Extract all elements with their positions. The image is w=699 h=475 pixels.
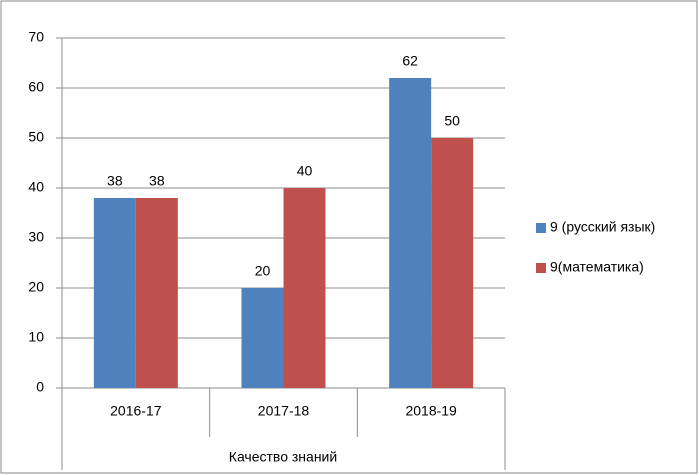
bar: [389, 78, 432, 388]
y-tick-label: 0: [36, 379, 44, 395]
value-label: 40: [297, 163, 313, 179]
y-tick-label: 30: [28, 229, 44, 245]
legend-label: 9(математика): [550, 259, 644, 275]
y-tick-label: 60: [28, 79, 44, 95]
value-label: 62: [402, 53, 418, 69]
x-tick-label: 2018-19: [405, 403, 457, 419]
bar: [135, 198, 178, 388]
legend-swatch: [536, 223, 546, 233]
bar: [431, 138, 474, 388]
y-tick-label: 10: [28, 329, 44, 345]
value-label: 38: [107, 173, 123, 189]
y-tick-label: 70: [28, 29, 44, 45]
bar: [93, 198, 136, 388]
legend-swatch: [536, 263, 546, 273]
y-tick-label: 20: [28, 279, 44, 295]
y-tick-label: 50: [28, 129, 44, 145]
x-tick-label: 2017-18: [258, 403, 310, 419]
y-tick-label: 40: [28, 179, 44, 195]
bar: [283, 188, 326, 388]
legend-label: 9 (русский язык): [550, 219, 655, 235]
value-label: 38: [149, 173, 165, 189]
x-tick-label: 2016-17: [110, 403, 162, 419]
x-group-label: Качество знаний: [229, 449, 337, 465]
value-label: 50: [444, 113, 460, 129]
value-label: 20: [255, 263, 271, 279]
bar: [241, 288, 284, 388]
